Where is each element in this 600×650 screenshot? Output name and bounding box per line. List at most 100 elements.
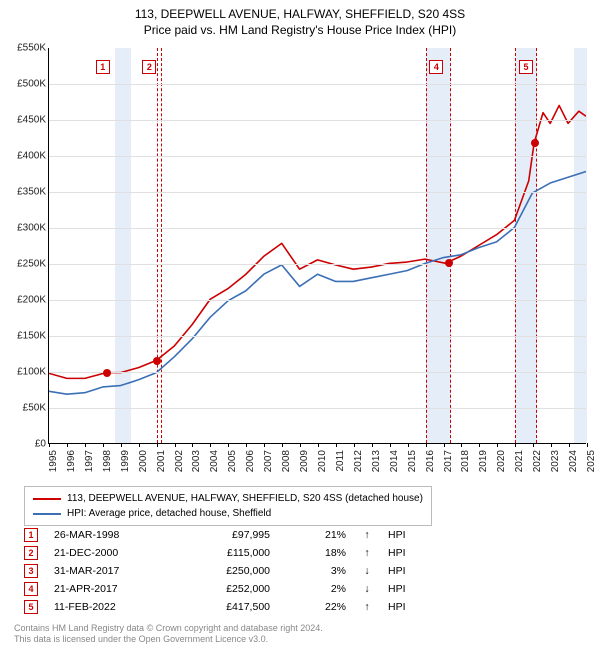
x-tick-mark	[121, 443, 122, 447]
y-tick-label: £50K	[4, 403, 46, 414]
transaction-date: 21-DEC-2000	[54, 547, 164, 559]
footer-line1: Contains HM Land Registry data © Crown c…	[14, 623, 323, 635]
x-tick-label: 2012	[353, 450, 364, 472]
x-tick-mark	[551, 443, 552, 447]
x-tick-mark	[354, 443, 355, 447]
x-tick-label: 2004	[209, 450, 220, 472]
x-tick-mark	[497, 443, 498, 447]
x-tick-mark	[444, 443, 445, 447]
y-tick-label: £450K	[4, 115, 46, 126]
x-tick-label: 2018	[460, 450, 471, 472]
gridline	[49, 84, 586, 85]
x-tick-label: 2013	[371, 450, 382, 472]
x-tick-label: 2006	[245, 450, 256, 472]
transaction-index: 2	[24, 546, 38, 560]
x-tick-label: 2003	[191, 450, 202, 472]
x-tick-label: 2025	[586, 450, 597, 472]
x-tick-mark	[228, 443, 229, 447]
sale-point-marker	[531, 139, 539, 147]
x-tick-label: 2014	[389, 450, 400, 472]
transaction-date: 31-MAR-2017	[54, 565, 164, 577]
arrow-icon: ↑	[362, 529, 372, 541]
x-tick-mark	[461, 443, 462, 447]
x-tick-mark	[408, 443, 409, 447]
x-tick-label: 2020	[496, 450, 507, 472]
series-line	[49, 172, 586, 395]
x-tick-mark	[282, 443, 283, 447]
transaction-row: 511-FEB-2022£417,50022%↑HPI	[24, 598, 418, 616]
sale-point-marker	[153, 357, 161, 365]
x-tick-label: 2019	[478, 450, 489, 472]
footer-attribution: Contains HM Land Registry data © Crown c…	[14, 623, 323, 646]
legend-row: 113, DEEPWELL AVENUE, HALFWAY, SHEFFIELD…	[33, 491, 423, 506]
transaction-row: 126-MAR-1998£97,99521%↑HPI	[24, 526, 418, 544]
transaction-row: 331-MAR-2017£250,0003%↓HPI	[24, 562, 418, 580]
x-tick-label: 1995	[48, 450, 59, 472]
x-tick-label: 1997	[84, 450, 95, 472]
legend-box: 113, DEEPWELL AVENUE, HALFWAY, SHEFFIELD…	[24, 486, 432, 526]
gridline	[49, 120, 586, 121]
y-tick-label: £350K	[4, 187, 46, 198]
legend-label: HPI: Average price, detached house, Shef…	[67, 506, 271, 521]
x-tick-mark	[318, 443, 319, 447]
transaction-pct: 3%	[286, 565, 346, 577]
x-tick-mark	[336, 443, 337, 447]
gridline	[49, 156, 586, 157]
x-tick-label: 2016	[425, 450, 436, 472]
transaction-index: 4	[24, 582, 38, 596]
marker-box: 5	[519, 60, 533, 74]
x-tick-label: 2005	[227, 450, 238, 472]
x-tick-label: 2017	[443, 450, 454, 472]
transaction-pct: 22%	[286, 601, 346, 613]
y-tick-label: £400K	[4, 151, 46, 162]
y-tick-label: £200K	[4, 295, 46, 306]
x-tick-mark	[569, 443, 570, 447]
sale-point-marker	[103, 369, 111, 377]
gridline	[49, 192, 586, 193]
transaction-price: £252,000	[180, 583, 270, 595]
marker-box: 4	[429, 60, 443, 74]
x-tick-mark	[175, 443, 176, 447]
x-tick-mark	[246, 443, 247, 447]
sale-point-marker	[445, 259, 453, 267]
transaction-pct: 21%	[286, 529, 346, 541]
y-tick-label: £550K	[4, 43, 46, 54]
transaction-vs: HPI	[388, 547, 418, 559]
x-tick-label: 2022	[532, 450, 543, 472]
legend-row: HPI: Average price, detached house, Shef…	[33, 506, 423, 521]
legend-label: 113, DEEPWELL AVENUE, HALFWAY, SHEFFIELD…	[67, 491, 423, 506]
gridline	[49, 408, 586, 409]
x-tick-mark	[300, 443, 301, 447]
legend-swatch	[33, 498, 61, 500]
arrow-icon: ↓	[362, 583, 372, 595]
transaction-date: 11-FEB-2022	[54, 601, 164, 613]
gridline	[49, 336, 586, 337]
x-tick-mark	[192, 443, 193, 447]
transaction-vs: HPI	[388, 529, 418, 541]
y-tick-label: £500K	[4, 79, 46, 90]
y-tick-label: £100K	[4, 367, 46, 378]
transaction-index: 3	[24, 564, 38, 578]
x-tick-label: 2007	[263, 450, 274, 472]
gridline	[49, 300, 586, 301]
legend-swatch	[33, 513, 61, 515]
plot-area: 1245	[48, 48, 586, 444]
transaction-price: £97,995	[180, 529, 270, 541]
transaction-pct: 18%	[286, 547, 346, 559]
arrow-icon: ↑	[362, 547, 372, 559]
series-line	[49, 105, 586, 378]
transaction-vs: HPI	[388, 601, 418, 613]
y-tick-label: £250K	[4, 259, 46, 270]
transaction-price: £250,000	[180, 565, 270, 577]
transaction-date: 21-APR-2017	[54, 583, 164, 595]
x-tick-label: 2023	[550, 450, 561, 472]
x-tick-mark	[515, 443, 516, 447]
gridline	[49, 264, 586, 265]
marker-box: 2	[142, 60, 156, 74]
x-tick-mark	[49, 443, 50, 447]
x-tick-label: 1998	[102, 450, 113, 472]
chart-page: 113, DEEPWELL AVENUE, HALFWAY, SHEFFIELD…	[0, 0, 600, 650]
arrow-icon: ↓	[362, 565, 372, 577]
gridline	[49, 228, 586, 229]
x-tick-label: 2009	[299, 450, 310, 472]
